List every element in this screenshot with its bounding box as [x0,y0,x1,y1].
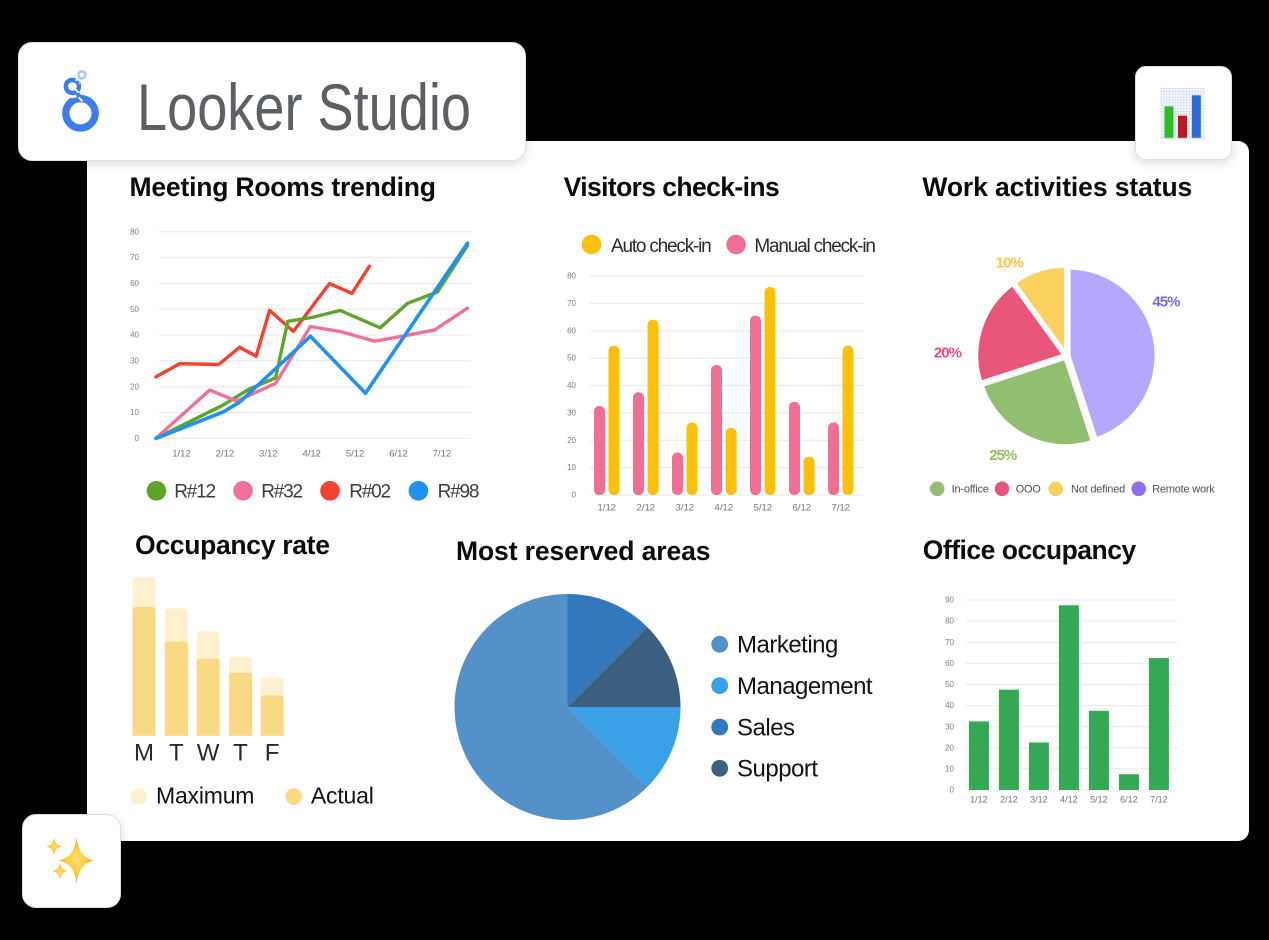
svg-text:60: 60 [567,326,576,335]
svg-text:20: 20 [567,436,576,445]
svg-text:7/12: 7/12 [433,449,452,460]
svg-text:70: 70 [567,299,576,308]
svg-text:Support: Support [737,756,818,783]
svg-text:40: 40 [130,331,139,340]
svg-text:20%: 20% [934,344,962,361]
svg-text:OOO: OOO [1016,484,1042,496]
svg-text:80: 80 [567,272,576,281]
svg-text:20: 20 [130,382,139,391]
svg-text:25%: 25% [989,447,1017,464]
svg-text:3/12: 3/12 [1030,795,1048,805]
svg-text:30: 30 [945,722,954,731]
svg-text:6/12: 6/12 [1120,795,1138,805]
svg-text:45%: 45% [1152,294,1180,311]
svg-text:1/12: 1/12 [970,795,988,805]
svg-text:Maximum: Maximum [156,783,254,809]
svg-text:0: 0 [135,434,140,443]
svg-text:60: 60 [945,659,954,668]
svg-text:40: 40 [567,381,576,390]
svg-text:10%: 10% [996,254,1024,271]
svg-text:40: 40 [945,701,954,710]
svg-text:In-office: In-office [952,484,989,496]
svg-text:70: 70 [130,253,139,262]
svg-text:10: 10 [130,408,139,417]
svg-text:5/12: 5/12 [754,503,773,514]
svg-text:T: T [169,740,184,767]
svg-text:7/12: 7/12 [832,503,851,514]
svg-text:7/12: 7/12 [1150,795,1168,805]
svg-text:5/12: 5/12 [1090,795,1108,805]
svg-text:R#12: R#12 [174,482,215,503]
svg-text:T: T [233,740,248,767]
svg-text:R#32: R#32 [261,482,302,503]
svg-text:M: M [134,740,154,767]
svg-text:3/12: 3/12 [676,503,695,514]
svg-text:50: 50 [945,680,954,689]
svg-text:10: 10 [567,463,576,472]
svg-text:1/12: 1/12 [598,503,617,514]
svg-text:2/12: 2/12 [216,449,235,460]
svg-text:R#02: R#02 [349,482,390,503]
svg-text:F: F [265,740,280,767]
svg-text:10: 10 [945,765,954,774]
svg-text:Sales: Sales [737,714,795,741]
svg-text:6/12: 6/12 [793,503,812,514]
svg-text:50: 50 [567,354,576,363]
svg-text:50: 50 [130,305,139,314]
svg-text:30: 30 [567,409,576,418]
svg-text:2/12: 2/12 [637,503,656,514]
svg-text:R#98: R#98 [438,482,479,503]
svg-text:Not defined: Not defined [1071,484,1125,496]
svg-text:30: 30 [130,357,139,366]
svg-text:Auto check-in: Auto check-in [611,236,711,257]
svg-text:Manual check-in: Manual check-in [754,236,875,257]
svg-text:4/12: 4/12 [715,503,734,514]
svg-text:0: 0 [950,786,955,795]
svg-text:6/12: 6/12 [389,449,408,460]
svg-text:Management: Management [737,673,873,700]
svg-text:W: W [197,740,220,767]
svg-text:60: 60 [130,279,139,288]
svg-text:Remote work: Remote work [1152,484,1215,496]
svg-text:0: 0 [572,491,577,500]
svg-text:2/12: 2/12 [1000,795,1018,805]
svg-text:90: 90 [945,596,954,605]
svg-text:Marketing: Marketing [737,632,838,659]
svg-text:80: 80 [130,227,139,236]
svg-text:80: 80 [945,617,954,626]
svg-text:20: 20 [945,743,954,752]
svg-text:Actual: Actual [311,783,374,809]
svg-text:5/12: 5/12 [346,449,365,460]
svg-text:1/12: 1/12 [172,449,191,460]
svg-text:4/12: 4/12 [1060,795,1078,805]
svg-text:4/12: 4/12 [302,449,321,460]
svg-text:70: 70 [945,638,954,647]
svg-text:3/12: 3/12 [259,449,278,460]
